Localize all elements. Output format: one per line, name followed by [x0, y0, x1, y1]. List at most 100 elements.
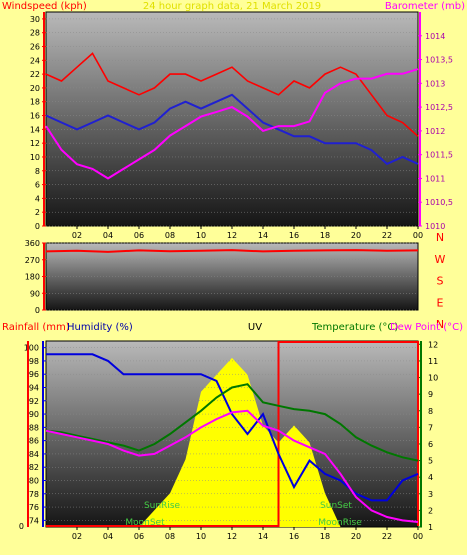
direction-tick-label: 270	[25, 256, 40, 265]
humidity-tick-label: 74	[29, 516, 39, 525]
humidity-tick-label: 92	[29, 397, 39, 406]
x-tick-label: 14	[258, 532, 268, 541]
humidity-tick-label: 96	[29, 370, 39, 379]
wind-tick-label: 10	[30, 153, 40, 162]
humidity-tick-label: 82	[29, 463, 39, 472]
series-line-gust	[45, 52, 419, 137]
wind-tick-label: 22	[30, 70, 40, 79]
humidity-tick-label: 86	[29, 437, 39, 446]
x-tick-label: 20	[351, 532, 361, 541]
x-tick-label: 02	[72, 231, 82, 240]
x-tick-label: 16	[289, 532, 299, 541]
baro-tick-label: 1011,5	[425, 151, 453, 160]
dewpoint-axis-title: Dew Point (°C)	[390, 322, 463, 333]
x-tick-label: 06	[134, 532, 144, 541]
temp-tick-label: 4	[428, 473, 433, 482]
humidity-tick-label: 80	[29, 477, 39, 486]
temp-tick-label: 1	[428, 523, 433, 532]
wind-tick-label: 8	[35, 167, 40, 176]
x-tick-label: 10	[196, 532, 206, 541]
temp-tick-label: 6	[428, 440, 433, 449]
temp-tick-label: 3	[428, 490, 433, 499]
x-tick-label: 08	[165, 231, 175, 240]
humidity-tick-label: 100	[24, 344, 39, 353]
series-line-barometer	[45, 68, 419, 180]
compass-label: E	[437, 296, 444, 309]
uv-axis-title: UV	[248, 322, 262, 333]
baro-tick-label: 1014	[425, 32, 445, 41]
baro-tick-label: 1013	[425, 79, 445, 88]
x-tick-label: 16	[289, 231, 299, 240]
x-tick-label: 12	[227, 231, 237, 240]
x-tick-label: 06	[134, 231, 144, 240]
annotation-label: SunRise	[144, 501, 181, 511]
annotation-label: MoonRise	[318, 518, 362, 528]
wind-tick-label: 6	[35, 181, 40, 190]
baro-tick-label: 1010,5	[425, 198, 453, 207]
series-line-temperature	[45, 383, 419, 462]
temp-tick-label: 2	[428, 506, 433, 515]
humidity-tick-label: 78	[29, 490, 39, 499]
x-tick-label: 20	[351, 231, 361, 240]
compass-label: N	[436, 231, 444, 244]
humidity-tick-label: 88	[29, 423, 39, 432]
baro-tick-label: 1010	[425, 222, 445, 231]
x-tick-label: 22	[382, 532, 392, 541]
direction-tick-label: 180	[25, 273, 40, 282]
humidity-tick-label: 90	[29, 410, 39, 419]
compass-label: N	[436, 318, 444, 331]
x-tick-label: 02	[72, 532, 82, 541]
x-tick-label: 00	[413, 532, 423, 541]
wind-tick-label: 4	[35, 194, 40, 203]
series-line-humidity	[46, 353, 419, 502]
x-tick-label: 04	[103, 532, 113, 541]
wind-tick-label: 18	[30, 98, 40, 107]
compass-label: W	[435, 253, 446, 266]
wind-tick-label: 0	[35, 222, 40, 231]
rainfall-axis-title: Rainfall (mm)	[2, 322, 70, 333]
temp-tick-label: 5	[428, 457, 433, 466]
direction-tick-label: 360	[25, 239, 40, 248]
humidity-tick-label: 84	[29, 450, 39, 459]
direction-tick-label: 0	[35, 306, 40, 315]
x-tick-label: 10	[196, 231, 206, 240]
x-tick-label: 22	[382, 231, 392, 240]
series-line-direction	[45, 249, 419, 253]
wind-tick-label: 2	[35, 208, 40, 217]
wind-tick-label: 30	[30, 15, 40, 24]
wind-axis-title: Windspeed (kph)	[2, 1, 87, 12]
series-area-uv	[46, 357, 418, 527]
wind-tick-label: 12	[30, 139, 40, 148]
annotation-label: MoonSet	[125, 518, 165, 528]
compass-label: S	[437, 275, 444, 288]
temperature-axis-title: Temperature (°C)	[311, 322, 398, 333]
x-tick-label: 12	[227, 532, 237, 541]
temp-tick-label: 8	[428, 407, 433, 416]
x-tick-label: 04	[103, 231, 113, 240]
wind-tick-label: 14	[30, 125, 40, 134]
wind-tick-label: 28	[30, 29, 40, 38]
temp-tick-label: 12	[428, 340, 438, 349]
plot-area-1	[45, 11, 419, 227]
chart-title: 24 hour graph data, 21 March 2019	[143, 1, 321, 12]
x-tick-label: 18	[320, 231, 330, 240]
humidity-tick-label: 76	[29, 503, 39, 512]
rain-tick-label: 0	[19, 522, 24, 531]
baro-tick-label: 1012	[425, 127, 445, 136]
baro-tick-label: 1012,5	[425, 103, 453, 112]
baro-axis-title: Barometer (mb)	[385, 1, 465, 12]
wind-tick-label: 24	[30, 56, 40, 65]
annotation-label: SunSet	[320, 501, 352, 511]
x-tick-label: 00	[413, 231, 423, 240]
wind-tick-label: 26	[30, 43, 40, 52]
temp-tick-label: 11	[428, 357, 438, 366]
wind-tick-label: 20	[30, 84, 40, 93]
baro-tick-label: 1013,5	[425, 56, 453, 65]
direction-tick-label: 90	[30, 289, 40, 298]
series-line-average	[45, 93, 419, 166]
series-line-dewpoint	[45, 409, 419, 523]
baro-tick-label: 1011	[425, 174, 445, 183]
temp-tick-label: 9	[428, 390, 433, 399]
